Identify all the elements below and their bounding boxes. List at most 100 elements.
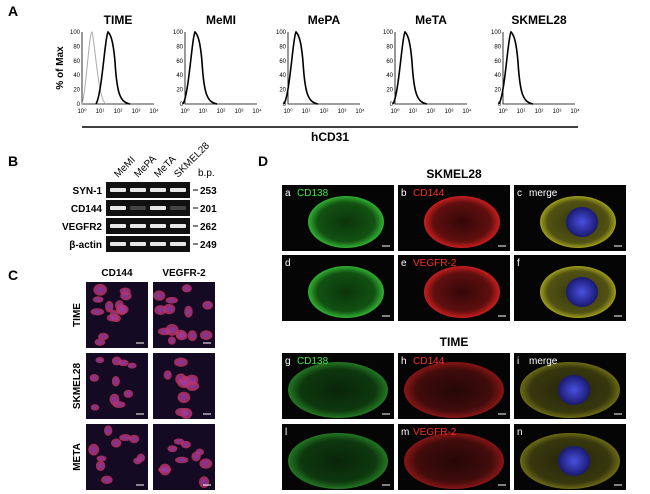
cell [173, 357, 188, 367]
band [130, 224, 146, 228]
cell [89, 374, 100, 382]
x-tick-label: 10⁴ [252, 108, 262, 115]
histogram-title: SKMEL28 [511, 13, 567, 27]
row-label: VEGFR2 [62, 222, 102, 233]
gel-strip [106, 200, 190, 216]
x-tick-label: 10³ [235, 109, 244, 115]
y-tick-label: 40 [73, 73, 80, 79]
x-tick-label: 10³ [445, 109, 454, 115]
stain-label: CD138 [297, 188, 329, 199]
x-tick-label: 10¹ [96, 109, 105, 115]
y-tick-label: 80 [494, 44, 501, 50]
cell [308, 196, 384, 248]
y-tick-label: 20 [494, 88, 501, 94]
histogram-curve [95, 30, 131, 105]
y-tick-label: 60 [279, 59, 286, 65]
y-tick-label: 40 [494, 73, 501, 79]
y-tick-label: 60 [386, 59, 393, 65]
histogram-title: MeTA [415, 13, 447, 27]
cell [116, 304, 129, 315]
cell [180, 440, 191, 449]
stain-label: CD138 [297, 356, 329, 367]
bp-label: 249 [200, 240, 217, 251]
x-tick-label: 10² [535, 109, 544, 115]
cell-letter: f [517, 258, 520, 269]
x-tick-label: 10³ [553, 109, 562, 115]
bp-label: 253 [200, 186, 217, 197]
band [150, 242, 166, 246]
band [110, 224, 126, 228]
cell [109, 393, 120, 406]
x-tick-label: 10⁰ [77, 108, 87, 115]
cell [198, 476, 210, 488]
cell [111, 375, 120, 387]
y-tick-label: 100 [173, 30, 184, 36]
cell-letter: i [517, 356, 519, 367]
cell-letter: n [517, 427, 523, 438]
cell [106, 313, 119, 322]
cell [424, 266, 500, 318]
x-tick-label: 10¹ [199, 109, 208, 115]
cell [127, 362, 137, 369]
axes [184, 32, 257, 105]
histogram-title: TIME [104, 13, 133, 27]
x-tick-label: 10⁴ [149, 108, 159, 115]
row-label: SYN-1 [73, 186, 103, 197]
cell [181, 284, 192, 293]
x-tick-label: 10² [114, 109, 123, 115]
cell [133, 457, 142, 465]
cell [195, 448, 204, 456]
bp-label: 201 [200, 204, 217, 215]
cell [163, 303, 176, 315]
x-tick-label: 10⁰ [283, 108, 293, 115]
y-tick-label: 80 [176, 44, 183, 50]
histogram-curve [182, 30, 218, 105]
y-tick-label: 100 [383, 30, 394, 36]
cell-letter: a [285, 188, 291, 199]
y-tick-label: 0 [180, 102, 184, 108]
cell [159, 463, 171, 476]
cell [119, 434, 132, 442]
stain-label: CD144 [413, 356, 445, 367]
axes [287, 32, 360, 105]
column-header: CD144 [101, 268, 133, 279]
x-tick-label: 10⁴ [355, 108, 365, 115]
cell-letter: g [285, 356, 291, 367]
stain-label: VEGFR-2 [413, 427, 457, 438]
y-tick-label: 0 [283, 102, 287, 108]
y-tick-label: 40 [176, 73, 183, 79]
panel-label: C [8, 267, 18, 283]
y-tick-label: 40 [386, 73, 393, 79]
cell [424, 196, 500, 248]
cell [404, 433, 504, 489]
cell [120, 291, 132, 301]
band [110, 206, 126, 210]
cell [308, 266, 384, 318]
y-tick-label: 80 [386, 44, 393, 50]
bp-label: 262 [200, 222, 217, 233]
cell [111, 438, 122, 448]
axes [502, 32, 575, 105]
cell [177, 391, 191, 404]
cell-letter: h [401, 356, 407, 367]
x-tick-label: 10⁴ [462, 108, 472, 115]
band [130, 188, 146, 192]
row-label: β-actin [69, 240, 102, 251]
y-tick-label: 20 [386, 88, 393, 94]
y-axis-label: % of Max [55, 46, 66, 90]
stain-label: merge [529, 356, 558, 367]
cell [153, 290, 166, 301]
y-tick-label: 20 [279, 88, 286, 94]
y-tick-label: 100 [276, 30, 287, 36]
cell [404, 362, 504, 418]
column-header: VEGFR-2 [162, 268, 206, 279]
y-tick-label: 20 [73, 88, 80, 94]
x-tick-label: 10² [320, 109, 329, 115]
cell [288, 433, 388, 489]
cell [104, 425, 113, 436]
y-tick-label: 0 [390, 102, 394, 108]
cell [96, 455, 107, 462]
cell [93, 283, 107, 296]
cell [90, 404, 100, 411]
